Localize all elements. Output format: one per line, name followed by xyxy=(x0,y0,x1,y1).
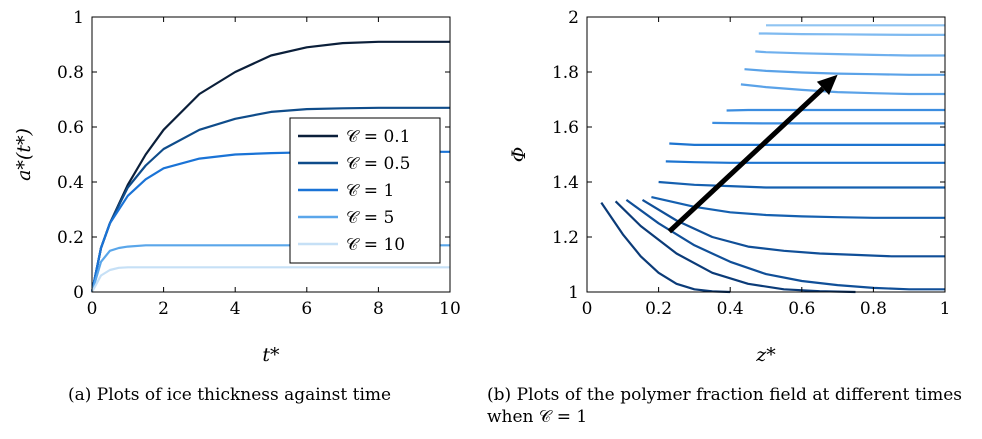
plot-frame xyxy=(586,16,946,293)
y-tick-label: 0.2 xyxy=(57,228,84,248)
y-tick-label: 1.4 xyxy=(552,173,579,193)
series-line-12 xyxy=(744,68,945,76)
x-tick-label: 0 xyxy=(582,299,593,319)
y-tick-label: 0.4 xyxy=(57,173,84,193)
series-line-11 xyxy=(740,83,945,96)
series-line-9 xyxy=(712,121,945,125)
series-line-10 xyxy=(726,108,945,112)
x-tick-label: 4 xyxy=(230,299,241,319)
x-tick-label: 0.4 xyxy=(717,299,744,319)
y-tick-label: 1.2 xyxy=(552,228,579,248)
x-tick-label: 6 xyxy=(301,299,312,319)
caption-a: (a) Plots of ice thickness against time xyxy=(68,385,392,405)
x-tick-label: 0 xyxy=(87,299,98,319)
series-line-8 xyxy=(669,142,945,146)
y-tick-label: 1.6 xyxy=(552,118,579,138)
y-tick-label: 1.8 xyxy=(552,63,579,83)
y-axis-label: a*(t*) xyxy=(13,128,35,181)
y-tick-label: 0.6 xyxy=(57,118,84,138)
y-tick-label: 0.8 xyxy=(57,63,84,83)
y-axis-label: Φ xyxy=(508,147,530,163)
series-line-14 xyxy=(758,32,945,36)
series-line-7 xyxy=(665,160,945,164)
series-line-3 xyxy=(625,199,945,291)
series-line-4 xyxy=(641,198,945,258)
y-tick-label: 1 xyxy=(568,283,579,303)
legend-entry: 𝒞 = 0.1 xyxy=(346,127,410,147)
x-axis-label: z* xyxy=(755,344,776,366)
legend-entry: 𝒞 = 0.5 xyxy=(346,154,410,174)
series-line-5 xyxy=(651,196,945,219)
x-tick-label: 2 xyxy=(158,299,169,319)
x-axis-label: t* xyxy=(262,344,280,366)
legend-entry: 𝒞 = 1 xyxy=(346,181,394,201)
series-line-5 xyxy=(91,266,450,293)
series-line-6 xyxy=(658,180,945,189)
chart-a: 0 2 4 6 8 10 0 0.2 0.4 0.6 0.8 1 t* a*(t*) 𝒞 = 0.1 𝒞 = … xyxy=(13,8,461,366)
y-tick-label: 1 xyxy=(73,8,84,28)
time-arrow-head xyxy=(816,74,838,95)
series-line-13 xyxy=(755,50,945,57)
chart-b: 0 0.2 0.4 0.6 0.8 1 1 1.2 1.4 1.6 1.8 2 z* Φ xyxy=(508,8,950,366)
legend-entry: 𝒞 = 10 xyxy=(346,235,405,255)
x-tick-label: 0.6 xyxy=(788,299,815,319)
time-arrow-shaft xyxy=(667,86,825,234)
x-tick-label: 0.8 xyxy=(860,299,887,319)
y-tick-label: 2 xyxy=(568,8,579,28)
x-tick-label: 0.2 xyxy=(645,299,672,319)
x-tick-label: 1 xyxy=(940,299,951,319)
plot-frame xyxy=(91,16,451,293)
y-tick-label: 0 xyxy=(73,283,84,303)
series-line-1 xyxy=(600,201,731,294)
x-tick-label: 10 xyxy=(439,299,461,319)
x-tick-label: 8 xyxy=(373,299,384,319)
series-line-2 xyxy=(614,200,856,294)
caption-b: (b) Plots of the polymer fraction field … xyxy=(487,385,962,427)
legend-entry: 𝒞 = 5 xyxy=(346,208,394,228)
